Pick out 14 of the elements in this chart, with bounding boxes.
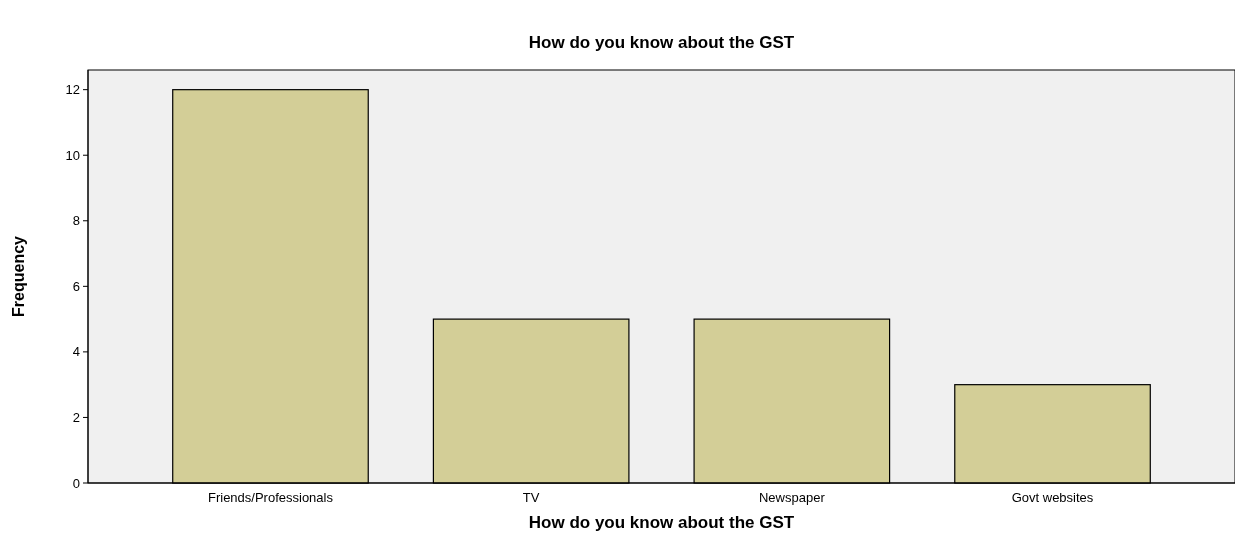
x-tick-label: Newspaper (758, 490, 826, 505)
x-tick-label: Govt websites (1011, 490, 1094, 505)
y-axis-title: Frequency (10, 235, 27, 317)
y-tick-label: 6 (72, 278, 80, 294)
y-tick-label: 10 (65, 147, 80, 163)
y-tick-label: 12 (65, 82, 80, 98)
y-tick-label: 0 (72, 475, 80, 491)
x-tick-label: TV (522, 490, 540, 505)
chart-title: How do you know about the GST (528, 33, 795, 52)
y-tick-label: 2 (72, 409, 80, 425)
x-tick-label: Friends/Professionals (207, 490, 334, 505)
x-axis-title: How do you know about the GST (528, 513, 795, 532)
y-tick-label: 8 (72, 213, 80, 229)
y-tick-label: 4 (72, 344, 80, 360)
